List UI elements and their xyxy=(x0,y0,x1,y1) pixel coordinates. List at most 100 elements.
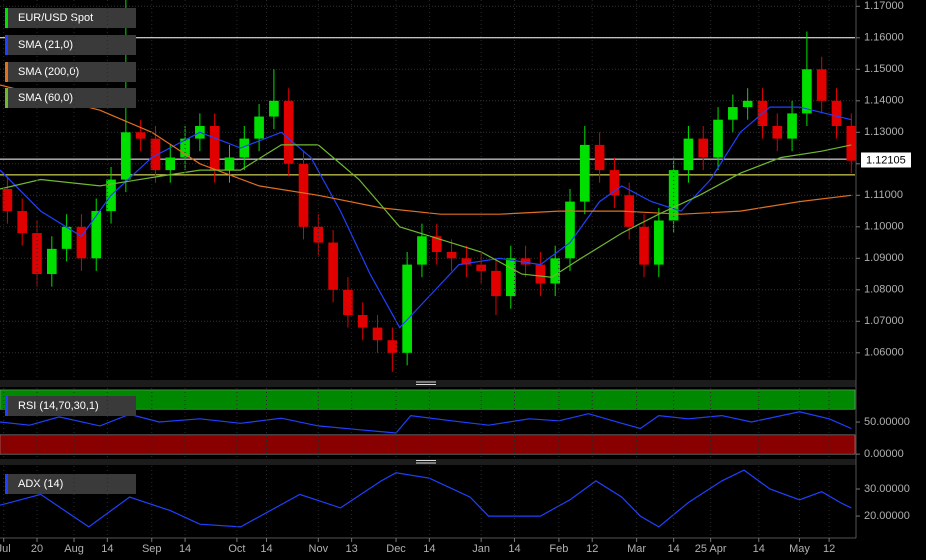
candle-body xyxy=(668,170,679,221)
candle-body xyxy=(565,201,575,259)
x-tick-label: Sep xyxy=(142,543,162,555)
y-tick-label: 1.09000 xyxy=(864,252,904,264)
candle-body xyxy=(165,157,176,171)
candle-body xyxy=(476,264,486,271)
x-tick-label: 25 Apr xyxy=(695,543,727,555)
x-tick-label: Feb xyxy=(549,543,568,555)
legend-label: SMA (21,0) xyxy=(18,39,73,51)
legend-label: ADX (14) xyxy=(18,478,63,490)
series-line xyxy=(0,106,852,329)
legend-box xyxy=(5,8,136,28)
candle-body xyxy=(372,327,383,341)
candle-body xyxy=(254,116,264,139)
candle-body xyxy=(491,270,501,297)
candle-body xyxy=(239,138,250,158)
y-tick-label: 1.10000 xyxy=(864,221,904,233)
series-line xyxy=(0,144,852,278)
candle-body xyxy=(2,189,13,212)
candle-body xyxy=(505,258,516,297)
legend-label: SMA (200,0) xyxy=(18,66,79,78)
candle-body xyxy=(121,132,131,180)
resize-handle[interactable] xyxy=(416,381,436,464)
candle-body xyxy=(150,138,161,171)
candle-body xyxy=(328,242,338,290)
candle-body xyxy=(32,233,42,275)
legend-label: EUR/USD Spot xyxy=(18,12,93,24)
legend-box xyxy=(5,62,136,82)
y-tick-label: 1.14000 xyxy=(864,95,904,107)
x-tick-label: 14 xyxy=(423,543,435,555)
x-tick-label: Mar xyxy=(627,543,646,555)
legend-box xyxy=(5,396,136,416)
legend-swatch xyxy=(5,62,8,82)
x-tick-label: 12 xyxy=(823,543,835,555)
legend-swatch xyxy=(5,396,8,416)
candle-body xyxy=(535,264,546,284)
y-tick-label: 1.08000 xyxy=(864,284,904,296)
y-tick-label: 1.13000 xyxy=(864,126,904,138)
x-tick-label: May xyxy=(789,543,810,555)
candle-body xyxy=(520,258,531,265)
candle-body xyxy=(17,211,28,234)
candle-body xyxy=(816,69,827,101)
candle-body xyxy=(594,144,605,171)
legend-label: SMA (60,0) xyxy=(18,92,73,104)
x-tick-label: 20 xyxy=(31,543,43,555)
candle-body xyxy=(283,100,294,164)
legend-box xyxy=(5,35,136,55)
candle-body xyxy=(713,119,723,158)
candle-body xyxy=(728,107,738,120)
x-tick-label: 14 xyxy=(179,543,191,555)
x-tick-label: Jan xyxy=(472,543,490,555)
series-line xyxy=(0,84,852,215)
y-tick-label: 1.16000 xyxy=(864,32,904,44)
y-tick-label: 1.17000 xyxy=(864,0,904,12)
candle-body xyxy=(298,163,309,227)
candle-body xyxy=(698,138,709,158)
candle-body xyxy=(772,126,783,139)
y-tick-label: 20.00000 xyxy=(864,510,910,522)
candle-body xyxy=(417,236,427,265)
candle-body xyxy=(61,226,72,249)
candle-body xyxy=(431,236,442,252)
candle-body xyxy=(209,126,220,171)
x-tick-label: 14 xyxy=(101,543,113,555)
candle-body xyxy=(76,226,87,259)
candle-body xyxy=(831,100,842,126)
candle-body xyxy=(269,100,279,117)
candle-body xyxy=(742,100,753,108)
candle-body xyxy=(135,132,146,139)
legend-swatch xyxy=(5,88,8,108)
candle-body xyxy=(47,248,57,275)
candle-body xyxy=(313,226,324,243)
y-tick-label: 1.15000 xyxy=(864,63,904,75)
last-price-label: 1.12105 xyxy=(866,154,906,166)
y-tick-label: 1.06000 xyxy=(864,347,904,359)
y-tick-label: 0.00000 xyxy=(864,448,904,460)
candle-body xyxy=(787,113,797,139)
x-tick-label: Oct xyxy=(228,543,245,555)
panel-divider xyxy=(0,380,856,387)
x-tick-label: Nov xyxy=(309,543,329,555)
x-tick-label: 14 xyxy=(260,543,272,555)
legend-box xyxy=(5,88,136,108)
band xyxy=(0,389,856,410)
legend-swatch xyxy=(5,35,8,55)
band xyxy=(0,434,856,455)
candle-body xyxy=(343,289,353,315)
x-tick-label: Aug xyxy=(64,543,84,555)
y-tick-label: 30.00000 xyxy=(864,483,910,495)
y-tick-label: 50.00000 xyxy=(864,416,910,428)
legend-swatch xyxy=(5,474,8,494)
candle-body xyxy=(802,69,812,114)
candle-body xyxy=(461,258,472,265)
candle-body xyxy=(609,170,620,196)
legend-box xyxy=(5,474,136,494)
x-tick-label: 14 xyxy=(753,543,765,555)
x-tick-label: Dec xyxy=(386,543,406,555)
candle-body xyxy=(683,138,694,171)
candle-body xyxy=(446,252,457,259)
y-tick-label: 1.11000 xyxy=(864,189,903,201)
